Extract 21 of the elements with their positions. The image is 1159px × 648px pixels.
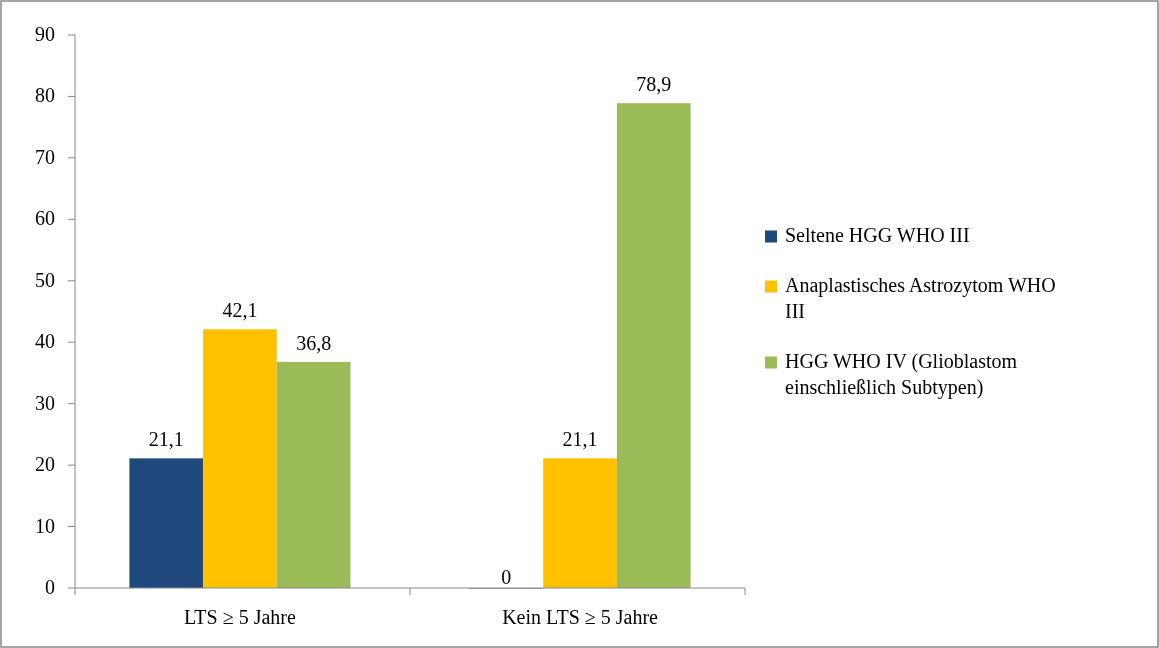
y-tick-label: 30: [35, 391, 55, 414]
y-tick-label: 20: [35, 453, 55, 476]
y-tick-label: 80: [35, 84, 55, 107]
y-tick-label: 40: [35, 330, 55, 353]
y-tick-label: 0: [45, 576, 55, 598]
data-label: 21,1: [562, 428, 598, 451]
legend-label: HGG WHO IV (Glioblastom einschließlich Subtypen): [785, 349, 1018, 399]
data-label: 21,1: [148, 428, 184, 451]
y-tick-label: 60: [35, 207, 55, 230]
x-tick-label: Kein LTS ≥ 5 Jahre: [502, 606, 659, 628]
data-label: 78,9: [636, 73, 672, 96]
legend-label: Anaplastisches Astrozytom WHO III: [785, 273, 1056, 322]
y-tick-label: 50: [35, 268, 55, 291]
data-label: 36,8: [296, 331, 332, 354]
y-tick-label: 90: [35, 23, 55, 45]
data-label: 42,1: [222, 299, 258, 322]
legend-label: Seltene HGG WHO III: [785, 223, 970, 246]
data-label: 0: [501, 566, 512, 588]
y-tick-label: 70: [35, 145, 55, 168]
y-tick-label: 10: [35, 514, 55, 537]
x-tick-label: LTS ≥ 5 Jahre: [184, 606, 297, 628]
